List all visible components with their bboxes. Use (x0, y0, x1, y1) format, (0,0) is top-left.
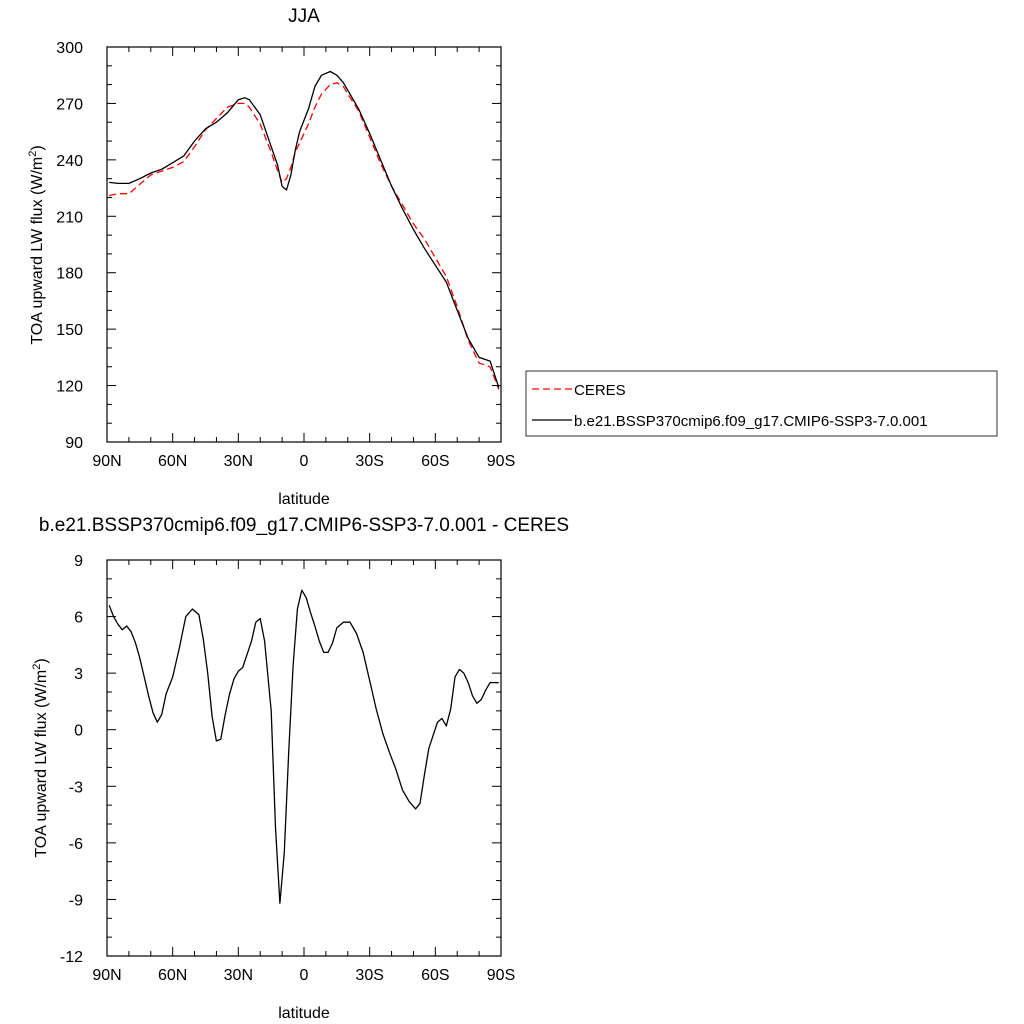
bottom-x-tick-label: 60N (158, 967, 187, 984)
top-x-tick-label: 90S (487, 453, 515, 470)
top-y-label-superscript: 2 (27, 151, 39, 157)
bottom-y-tick-label: -9 (69, 892, 83, 909)
top-y-label-main: TOA upward LW flux (W/m (29, 157, 46, 345)
bottom-y-tick-label: 0 (74, 723, 83, 740)
top-x-tick-label: 0 (300, 453, 309, 470)
bottom-y-tick-label: -3 (69, 779, 83, 796)
top-chart-title: JJA (288, 6, 320, 27)
bottom-x-axis-label: latitude (278, 1005, 330, 1022)
top-x-tick-label: 60N (158, 453, 187, 470)
bottom-chart-title: b.e21.BSSP370cmip6.f09_g17.CMIP6-SSP3-7.… (39, 515, 569, 536)
legend: CERES b.e21.BSSP370cmip6.f09_g17.CMIP6-S… (525, 370, 998, 437)
bottom-x-tick-label: 90S (487, 967, 515, 984)
top-y-tick-label: 210 (56, 209, 83, 226)
bottom-x-tick-label: 30S (355, 967, 383, 984)
bottom-series-line-difference (108, 589, 499, 904)
bottom-x-tick-label: 0 (300, 967, 309, 984)
bottom-y-tick-label: 3 (74, 666, 83, 683)
top-y-tick-label: 180 (56, 266, 83, 283)
bottom-y-label-main: TOA upward LW flux (W/m (33, 670, 50, 858)
legend-label-model: b.e21.BSSP370cmip6.f09_g17.CMIP6-SSP3-7.… (574, 413, 928, 430)
top-x-tick-label: 90N (92, 453, 121, 470)
bottom-y-label-close: ) (33, 658, 50, 663)
top-y-axis-label: TOA upward LW flux (W/m2) (27, 145, 46, 344)
bottom-chart-series-layer (108, 589, 499, 904)
top-chart-series-layer (109, 70, 500, 390)
top-x-tick-label: 60S (421, 453, 449, 470)
top-y-tick-label: 300 (56, 40, 83, 57)
legend-box (525, 370, 998, 437)
bottom-plot-frame (106, 559, 502, 957)
top-y-tick-label: 240 (56, 153, 83, 170)
bottom-y-tick-label: 9 (74, 553, 83, 570)
bottom-y-axis-label: TOA upward LW flux (W/m2) (31, 658, 50, 857)
top-y-tick-label: 90 (65, 435, 83, 452)
top-x-tick-label: 30N (224, 453, 253, 470)
top-series-line-ceres (109, 82, 500, 390)
top-y-tick-label: 120 (56, 379, 83, 396)
top-plot-frame (106, 46, 502, 443)
bottom-chart-panel: b.e21.BSSP370cmip6.f09_g17.CMIP6-SSP3-7.… (31, 515, 569, 1022)
bottom-y-tick-label: 6 (74, 610, 83, 627)
top-chart-ticks: 90N 60N 30N 0 30S 60S 90S 90 120 150 180 210 240 270 3… (56, 40, 515, 470)
top-y-tick-label: 150 (56, 322, 83, 339)
top-y-tick-label: 270 (56, 96, 83, 113)
legend-label-ceres: CERES (574, 382, 626, 399)
bottom-x-tick-label: 90N (92, 967, 121, 984)
bottom-y-label-superscript: 2 (31, 664, 43, 670)
bottom-x-tick-label: 60S (421, 967, 449, 984)
bottom-x-tick-label: 30N (224, 967, 253, 984)
top-y-label-close: ) (29, 145, 46, 150)
top-x-axis-label: latitude (278, 491, 330, 508)
top-series-line-model (109, 70, 500, 388)
bottom-y-tick-label: -12 (60, 949, 83, 966)
top-x-tick-label: 30S (355, 453, 383, 470)
bottom-chart-ticks: 90N 60N 30N 0 30S 60S 90S -12 -9 -6 -3 0 3 6 9 (60, 553, 515, 984)
bottom-y-tick-label: -6 (69, 836, 83, 853)
top-chart-panel: JJA 90N 60N 30N 0 30S 60S 90S 90 120 150 180 210 240… (27, 6, 998, 508)
